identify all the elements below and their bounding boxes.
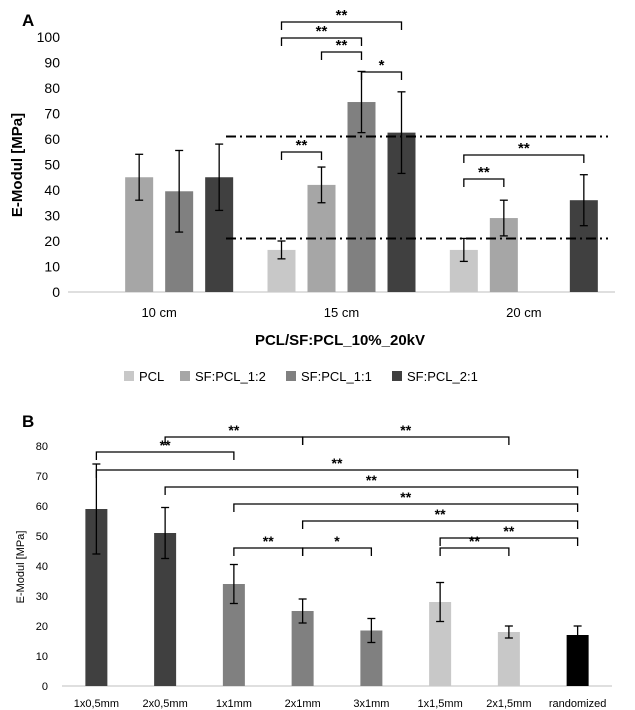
panel-a-x-tick-label: 10 cm bbox=[141, 305, 176, 320]
panel-b-x-tick-label: 1x1,5mm bbox=[418, 698, 463, 710]
panel-a-bar bbox=[347, 102, 376, 293]
panel-b-x-tick-label: 2x1mm bbox=[285, 698, 321, 710]
panel-b-significance-bracket bbox=[301, 547, 373, 556]
panel-a-legend-swatch bbox=[286, 371, 296, 381]
panel-b-y-tick-label: 10 bbox=[36, 651, 48, 663]
panel-b-significance-bracket bbox=[233, 547, 304, 556]
panel-b-significance-bracket-label: ** bbox=[160, 437, 171, 453]
panel-b-y-tick-label: 50 bbox=[36, 531, 48, 543]
panel-a-y-tick-label: 20 bbox=[44, 233, 60, 249]
panel-a-significance-bracket-label: ** bbox=[518, 140, 530, 157]
panel-b-significance-bracket bbox=[439, 537, 579, 546]
panel-b-y-tick-label: 70 bbox=[36, 471, 48, 483]
panel-b-significance-bracket-label: ** bbox=[228, 422, 239, 438]
panel-b-chart: 0 10 20 30 40 50 60 70 80 1x0,5mm 2x0,5mm 1x1mm 2x1m… bbox=[36, 422, 612, 710]
panel-b-y-tick-label: 40 bbox=[36, 561, 48, 573]
panel-a-significance-bracket-label: * bbox=[379, 57, 385, 74]
panel-b-y-tick-label: 0 bbox=[42, 681, 48, 693]
panel-b-significance-bracket-label: ** bbox=[263, 533, 274, 549]
panel-b-significance-bracket-label: ** bbox=[469, 533, 480, 549]
panel-a-y-tick-label: 30 bbox=[44, 208, 60, 224]
panel-b-y-tick-label: 80 bbox=[36, 441, 48, 453]
panel-b-bar bbox=[360, 630, 383, 686]
panel-a-significance-bracket bbox=[320, 51, 363, 60]
panel-a-legend-label: SF:PCL_1:2 bbox=[195, 369, 266, 384]
panel-a-significance-bracket-label: ** bbox=[336, 7, 348, 24]
panel-b-significance-bracket bbox=[439, 547, 510, 556]
panel-a-y-tick-label: 50 bbox=[44, 157, 60, 173]
panel-a-significance-bracket bbox=[280, 21, 403, 30]
panel-a-y-tick-label: 90 bbox=[44, 55, 60, 71]
panel-b-y-tick-label: 60 bbox=[36, 501, 48, 513]
panel-a-legend-label: SF:PCL_2:1 bbox=[407, 369, 478, 384]
panel-b-significance-bracket bbox=[95, 451, 235, 460]
panel-a-y-tick-label: 80 bbox=[44, 80, 60, 96]
panel-b-x-tick-label: 1x1mm bbox=[216, 698, 252, 710]
panel-b-significance-bracket-label: ** bbox=[366, 472, 377, 488]
panel-b-label: B bbox=[22, 412, 34, 431]
panel-a-legend-label: PCL bbox=[139, 369, 164, 384]
panel-b-x-tick-label: 2x0,5mm bbox=[143, 698, 188, 710]
panel-a-y-tick-label: 100 bbox=[37, 29, 61, 45]
panel-a-x-axis-label: PCL/SF:PCL_10%_20kV bbox=[255, 332, 425, 349]
panel-b-x-tick-label: 1x0,5mm bbox=[74, 698, 119, 710]
panel-b-significance-bracket bbox=[95, 469, 579, 478]
panel-a-y-tick-label: 40 bbox=[44, 182, 60, 198]
panel-b-bar bbox=[85, 509, 108, 686]
panel-a-legend: PCL SF:PCL_1:2 SF:PCL_1:1 SF:PCL_2:1 bbox=[124, 369, 478, 384]
panel-a-legend-swatch bbox=[124, 371, 134, 381]
panel-a-significance-bracket bbox=[280, 37, 363, 46]
panel-a-legend-swatch bbox=[392, 371, 402, 381]
panel-a-significance-bracket bbox=[463, 154, 585, 163]
panel-b-bar bbox=[566, 635, 589, 686]
panel-a-y-tick-label: 10 bbox=[44, 259, 60, 275]
panel-a-significance-bracket bbox=[463, 178, 505, 187]
panel-b-bar bbox=[291, 611, 314, 686]
panel-a-legend-swatch bbox=[180, 371, 190, 381]
panel-b-significance-bracket bbox=[164, 486, 579, 495]
panel-b-significance-bracket-label: ** bbox=[503, 523, 514, 539]
panel-b-significance-bracket-label: ** bbox=[400, 422, 411, 438]
panel-a-significance-bracket-label: ** bbox=[296, 137, 308, 154]
panel-a-y-tick-label: 70 bbox=[44, 106, 60, 122]
panel-b-bar bbox=[497, 632, 520, 686]
panel-b-x-tick-label: 3x1mm bbox=[353, 698, 389, 710]
panel-b-x-tick-label: 2x1,5mm bbox=[486, 698, 531, 710]
panel-a-significance-bracket bbox=[360, 71, 403, 80]
panel-a-significance-bracket-label: ** bbox=[316, 23, 328, 40]
panel-a-significance-bracket-label: ** bbox=[478, 164, 490, 181]
panel-a-significance-bracket bbox=[280, 151, 323, 160]
panel-b-y-axis-label: E-Modul [MPa] bbox=[15, 531, 27, 604]
panel-b-bar bbox=[154, 533, 177, 686]
panel-b-y-tick-label: 20 bbox=[36, 621, 48, 633]
panel-b-significance-bracket bbox=[233, 503, 579, 512]
panel-b-significance-bracket-label: ** bbox=[435, 506, 446, 522]
panel-b-x-tick-label: randomized bbox=[549, 698, 606, 710]
panel-b-bar bbox=[222, 584, 245, 686]
panel-b-significance-bracket-label: ** bbox=[332, 455, 343, 471]
panel-b-significance-bracket bbox=[301, 436, 510, 445]
panel-b-significance-bracket bbox=[164, 436, 304, 445]
panel-b-significance-bracket-label: * bbox=[334, 533, 340, 549]
panel-a-significance-bracket-label: ** bbox=[336, 37, 348, 54]
panel-a-label: A bbox=[22, 11, 34, 30]
panel-b-significance-bracket-label: ** bbox=[400, 489, 411, 505]
panel-a-x-tick-label: 20 cm bbox=[506, 305, 541, 320]
panel-b-significance-bracket bbox=[301, 520, 579, 529]
panel-b-y-tick-label: 30 bbox=[36, 591, 48, 603]
panel-a-y-axis-label: E-Modul [MPa] bbox=[9, 113, 26, 217]
panel-a-y-tick-label: 60 bbox=[44, 131, 60, 147]
panel-b-bar bbox=[429, 602, 452, 686]
panel-a-x-tick-label: 15 cm bbox=[324, 305, 359, 320]
panel-a-y-tick-label: 0 bbox=[52, 284, 60, 300]
panel-a-legend-label: SF:PCL_1:1 bbox=[301, 369, 372, 384]
